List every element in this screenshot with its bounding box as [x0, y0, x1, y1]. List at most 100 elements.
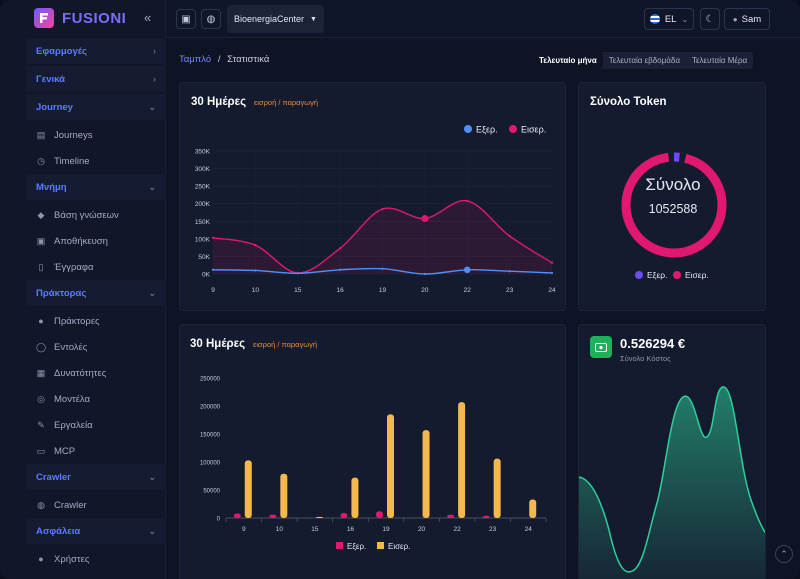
section-journey[interactable]: Journey ⌄ — [26, 94, 166, 120]
x-tick-label: 9 — [211, 287, 215, 294]
x-tick-label: 9 — [242, 526, 246, 533]
globe-icon[interactable]: ◍ — [201, 9, 221, 29]
sidebar-item-label: Βάση γνώσεων — [54, 209, 119, 221]
scroll-to-top-button[interactable]: ⌃ — [775, 545, 793, 563]
legend-marker-output — [673, 271, 681, 279]
series-area-output — [213, 200, 552, 274]
sidebar-item-label: Εργαλεία — [54, 419, 93, 431]
language-select[interactable]: EL ⌄ — [644, 8, 694, 30]
bar-output — [280, 473, 288, 518]
x-tick-label: 15 — [311, 526, 319, 533]
sidebar-item-capabilities[interactable]: ▦ Δυνατότητες — [26, 360, 166, 386]
x-tick-label: 19 — [382, 526, 390, 533]
sidebar-item-knowledge-base[interactable]: ◆ Βάση γνώσεων — [26, 202, 166, 228]
data-point-output — [466, 199, 469, 203]
collapse-sidebar-icon[interactable]: « — [144, 10, 152, 25]
data-point-output — [508, 234, 511, 238]
chevron-down-icon: ⌄ — [681, 14, 689, 24]
range-last-day[interactable]: Τελευταία Μέρα — [691, 56, 748, 65]
section-apps[interactable]: Εφαρμογές › — [26, 38, 166, 64]
sidebar-item-crawler[interactable]: ◍ Crawler — [26, 492, 166, 518]
cost-value: 0.526294 € — [620, 336, 686, 351]
section-agent[interactable]: Πράκτορας ⌄ — [26, 280, 166, 306]
card-title: 30 Ημέρες — [190, 338, 246, 350]
chat-icon[interactable]: ▣ — [176, 9, 196, 29]
bar-chart: 0 50000 100000 150000 200000 250000 9 10 15 16 19 2… — [200, 377, 547, 551]
token-card: Σύνολο Token Εξερ. Εισερ. Σύνολο 1052588 — [578, 82, 766, 311]
grid-icon: ▤ — [36, 129, 46, 140]
y-tick-label: 200000 — [200, 405, 221, 411]
x-tick-label: 24 — [525, 526, 533, 533]
x-tick-label: 15 — [294, 287, 302, 294]
sidebar-item-label: Journeys — [54, 129, 93, 141]
bar-input — [269, 514, 277, 518]
donut-slice-output — [621, 152, 727, 258]
y-tick-label: 200K — [195, 201, 211, 208]
section-crawler[interactable]: Crawler ⌄ — [26, 464, 166, 490]
sidebar-item-users[interactable]: ● Χρήστες — [26, 546, 166, 572]
chevron-right-icon: › — [153, 74, 156, 84]
y-tick-label: 250K — [195, 184, 211, 191]
legend-marker-input — [336, 542, 343, 549]
x-tick-label: 23 — [506, 287, 514, 294]
cost-card: 0.526294 € Σύνολο Κόστος — [578, 324, 766, 579]
sidebar-item-commands[interactable]: ◯ Εντολές — [26, 334, 166, 360]
y-tick-label: 50000 — [203, 489, 220, 495]
chevron-down-icon: ⌄ — [148, 525, 156, 536]
brand[interactable]: FUSIONI — [34, 8, 126, 28]
theme-toggle-moon-icon[interactable]: ☾ — [700, 8, 720, 30]
sidebar-item-agents[interactable]: ● Πράκτορες — [26, 308, 166, 334]
document-icon: ▯ — [38, 261, 44, 272]
sidebar-item-label: Χρήστες — [54, 553, 90, 565]
chevron-down-icon: ⌄ — [148, 287, 156, 298]
donut-center-value: 1052588 — [648, 202, 698, 216]
range-last-month[interactable]: Τελευταίο μήνα — [533, 52, 603, 69]
breadcrumb-root-link[interactable]: Ταμπλό — [179, 54, 212, 65]
section-security[interactable]: Ασφάλεια ⌄ — [26, 518, 166, 544]
x-tick-label: 19 — [379, 287, 387, 294]
bar-chart-card: 30 Ημέρες εισροή / παραγωγή 0 50000 100000… — [179, 324, 566, 579]
x-tick-label: 24 — [548, 287, 556, 294]
sidebar-item-documents[interactable]: ▯ Έγγραφα — [26, 254, 166, 280]
legend-label-input: Εξερ. — [647, 270, 667, 280]
bar-input — [233, 513, 241, 518]
sidebar-item-mcp[interactable]: ▭ MCP — [26, 438, 166, 464]
user-menu[interactable]: ● Sam — [724, 8, 770, 30]
sidebar-item-storage[interactable]: ▣ Αποθήκευση — [26, 228, 166, 254]
caret-down-icon: ▼ — [310, 15, 317, 23]
x-tick-label: 23 — [489, 526, 497, 533]
logo-icon — [34, 8, 54, 28]
sidebar-item-timeline[interactable]: ◷ Timeline — [26, 148, 166, 174]
y-tick-label: 150K — [195, 219, 211, 226]
sidebar-item-models[interactable]: ◎ Μοντέλα — [26, 386, 166, 412]
y-tick-label: 150000 — [200, 433, 221, 439]
x-tick-label: 10 — [276, 526, 284, 533]
section-label: Μνήμη — [36, 181, 67, 193]
legend-label-input: Εξερ. — [476, 125, 498, 135]
organization-select[interactable]: BioenergiaCenter ▼ — [227, 5, 324, 33]
range-last-week[interactable]: Τελευταία εβδομάδα — [608, 56, 680, 65]
card-subtitle: εισροή / παραγωγή — [253, 340, 318, 349]
legend-marker-input — [635, 271, 643, 279]
section-memory[interactable]: Μνήμη ⌄ — [26, 174, 166, 200]
legend-marker-input — [464, 125, 472, 133]
section-general[interactable]: Γενικά › — [26, 66, 166, 92]
flag-icon — [649, 14, 660, 24]
x-tick-label: 20 — [418, 526, 426, 533]
sidebar-item-journeys[interactable]: ▤ Journeys — [26, 122, 166, 148]
chat-icon: ◯ — [35, 341, 47, 352]
x-tick-label: 20 — [421, 287, 429, 294]
x-tick-label: 10 — [252, 287, 260, 294]
bar-output — [458, 402, 466, 518]
sidebar-item-tools[interactable]: ✎ Εργαλεία — [26, 412, 166, 438]
wrench-icon: ✎ — [37, 419, 45, 430]
money-icon — [590, 336, 612, 358]
x-tick-label: 22 — [453, 526, 461, 533]
bar-output — [422, 430, 430, 518]
data-point-output — [338, 247, 342, 250]
breadcrumb-separator: / — [217, 54, 221, 65]
graduation-cap-icon: ◆ — [37, 209, 45, 220]
bar-input — [376, 511, 383, 518]
section-label: Εφαρμογές — [36, 45, 87, 57]
chevron-down-icon: ⌄ — [148, 181, 156, 192]
